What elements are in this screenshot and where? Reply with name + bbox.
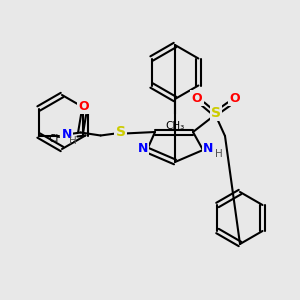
Text: N: N (203, 142, 213, 155)
Text: S: S (116, 125, 126, 140)
Text: N: N (61, 128, 72, 141)
Text: O: O (78, 100, 89, 113)
Text: CH₃: CH₃ (165, 121, 184, 131)
Text: S: S (211, 106, 221, 120)
Text: CH₃: CH₃ (48, 134, 68, 143)
Text: O: O (192, 92, 202, 104)
Text: O: O (230, 92, 240, 104)
Text: H: H (69, 136, 76, 146)
Text: N: N (138, 142, 148, 155)
Text: H: H (215, 149, 223, 159)
